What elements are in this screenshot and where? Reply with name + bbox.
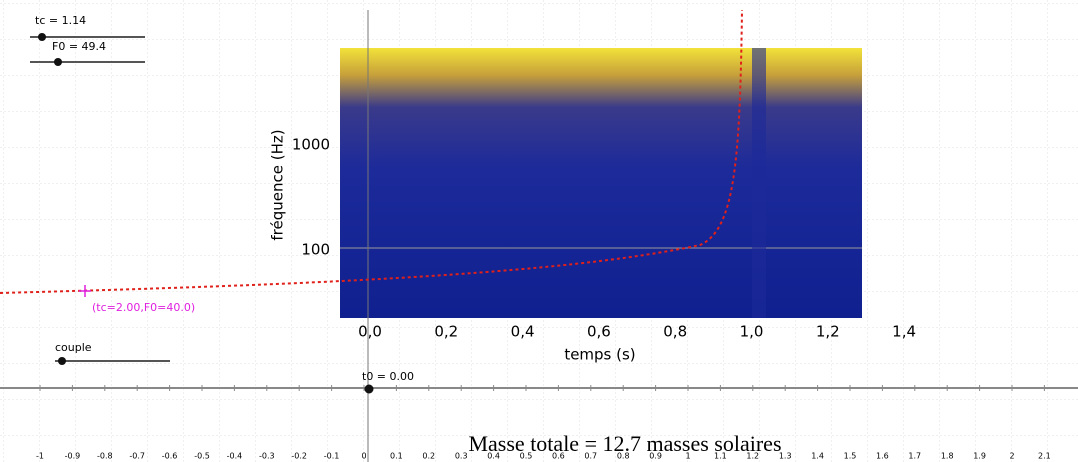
x-tick-label: 0,0 bbox=[358, 323, 382, 341]
slider-handle[interactable] bbox=[54, 58, 62, 66]
axis-tick-label: -0.8 bbox=[97, 452, 113, 461]
slider-handle[interactable] bbox=[58, 357, 66, 365]
spectrogram bbox=[340, 48, 862, 318]
axis-tick-label: -0.2 bbox=[291, 452, 307, 461]
x-tick-label: 0,6 bbox=[587, 323, 611, 341]
axis-tick-label: 0.8 bbox=[617, 452, 630, 461]
x-tick-label: 0,4 bbox=[511, 323, 535, 341]
axis-tick-label: 1 bbox=[685, 452, 690, 461]
axis-tick-label: -1 bbox=[36, 452, 44, 461]
axis-tick-label: 1.4 bbox=[811, 452, 824, 461]
axis-tick-label: 1.2 bbox=[746, 452, 759, 461]
axis-tick-label: 0.3 bbox=[455, 452, 468, 461]
axis-tick-label: 2 bbox=[1009, 452, 1014, 461]
x-tick-label: 1,4 bbox=[892, 323, 916, 341]
axis-tick-label: 0.4 bbox=[487, 452, 500, 461]
axis-tick-label: 0.2 bbox=[422, 452, 435, 461]
slider-label: couple bbox=[55, 341, 92, 354]
axis-tick-label: 1.1 bbox=[714, 452, 727, 461]
axis-tick-label: 1.9 bbox=[973, 452, 986, 461]
x-tick-label: 0,8 bbox=[663, 323, 687, 341]
axis-tick-label: 1.8 bbox=[941, 452, 954, 461]
axis-tick-label: -0.7 bbox=[129, 452, 145, 461]
band bbox=[752, 48, 766, 318]
axis-tick-label: 0.9 bbox=[649, 452, 662, 461]
x-tick-label: 1,0 bbox=[740, 323, 764, 341]
axis-tick-label: -0.9 bbox=[65, 452, 81, 461]
chirp-curve bbox=[0, 9, 743, 294]
axis-tick-label: 1.6 bbox=[876, 452, 889, 461]
x-tick-label: 0,2 bbox=[434, 323, 458, 341]
x-tick-label: 1,2 bbox=[816, 323, 840, 341]
axis-tick-label: 1.7 bbox=[908, 452, 921, 461]
axis-tick-label: -0.6 bbox=[162, 452, 178, 461]
x-axis-label: temps (s) bbox=[564, 346, 635, 364]
axis-tick-label: 0.6 bbox=[552, 452, 565, 461]
y-axis-label: fréquence (Hz) bbox=[269, 129, 287, 240]
axis-tick-label: -0.1 bbox=[324, 452, 340, 461]
axis-tick-label: 1.3 bbox=[779, 452, 792, 461]
axis-tick-label: -0.3 bbox=[259, 452, 275, 461]
slider-label: t0 = 0.00 bbox=[362, 370, 414, 383]
point[interactable] bbox=[79, 285, 91, 297]
slider-label: tc = 1.14 bbox=[35, 14, 86, 27]
point-label: (tc=2.00,F0=40.0) bbox=[92, 301, 195, 314]
axis-tick-label: 0.5 bbox=[520, 452, 533, 461]
axis-tick-label: 0 bbox=[361, 452, 366, 461]
slider-label: F0 = 49.4 bbox=[52, 40, 106, 53]
axis-tick-label: -0.5 bbox=[194, 452, 210, 461]
axis-tick-label: 0.1 bbox=[390, 452, 403, 461]
y-tick-label: 1000 bbox=[292, 136, 330, 154]
axis-tick-label: 1.5 bbox=[844, 452, 857, 461]
caption: Masse totale = 12.7 masses solaires bbox=[468, 431, 781, 456]
axis-tick-label: -0.4 bbox=[227, 452, 243, 461]
axis-tick-label: 0.7 bbox=[584, 452, 597, 461]
slider-handle[interactable] bbox=[38, 33, 46, 41]
slider-handle[interactable] bbox=[364, 384, 374, 394]
axis-tick-label: 2.1 bbox=[1038, 452, 1051, 461]
y-tick-label: 100 bbox=[301, 241, 330, 259]
